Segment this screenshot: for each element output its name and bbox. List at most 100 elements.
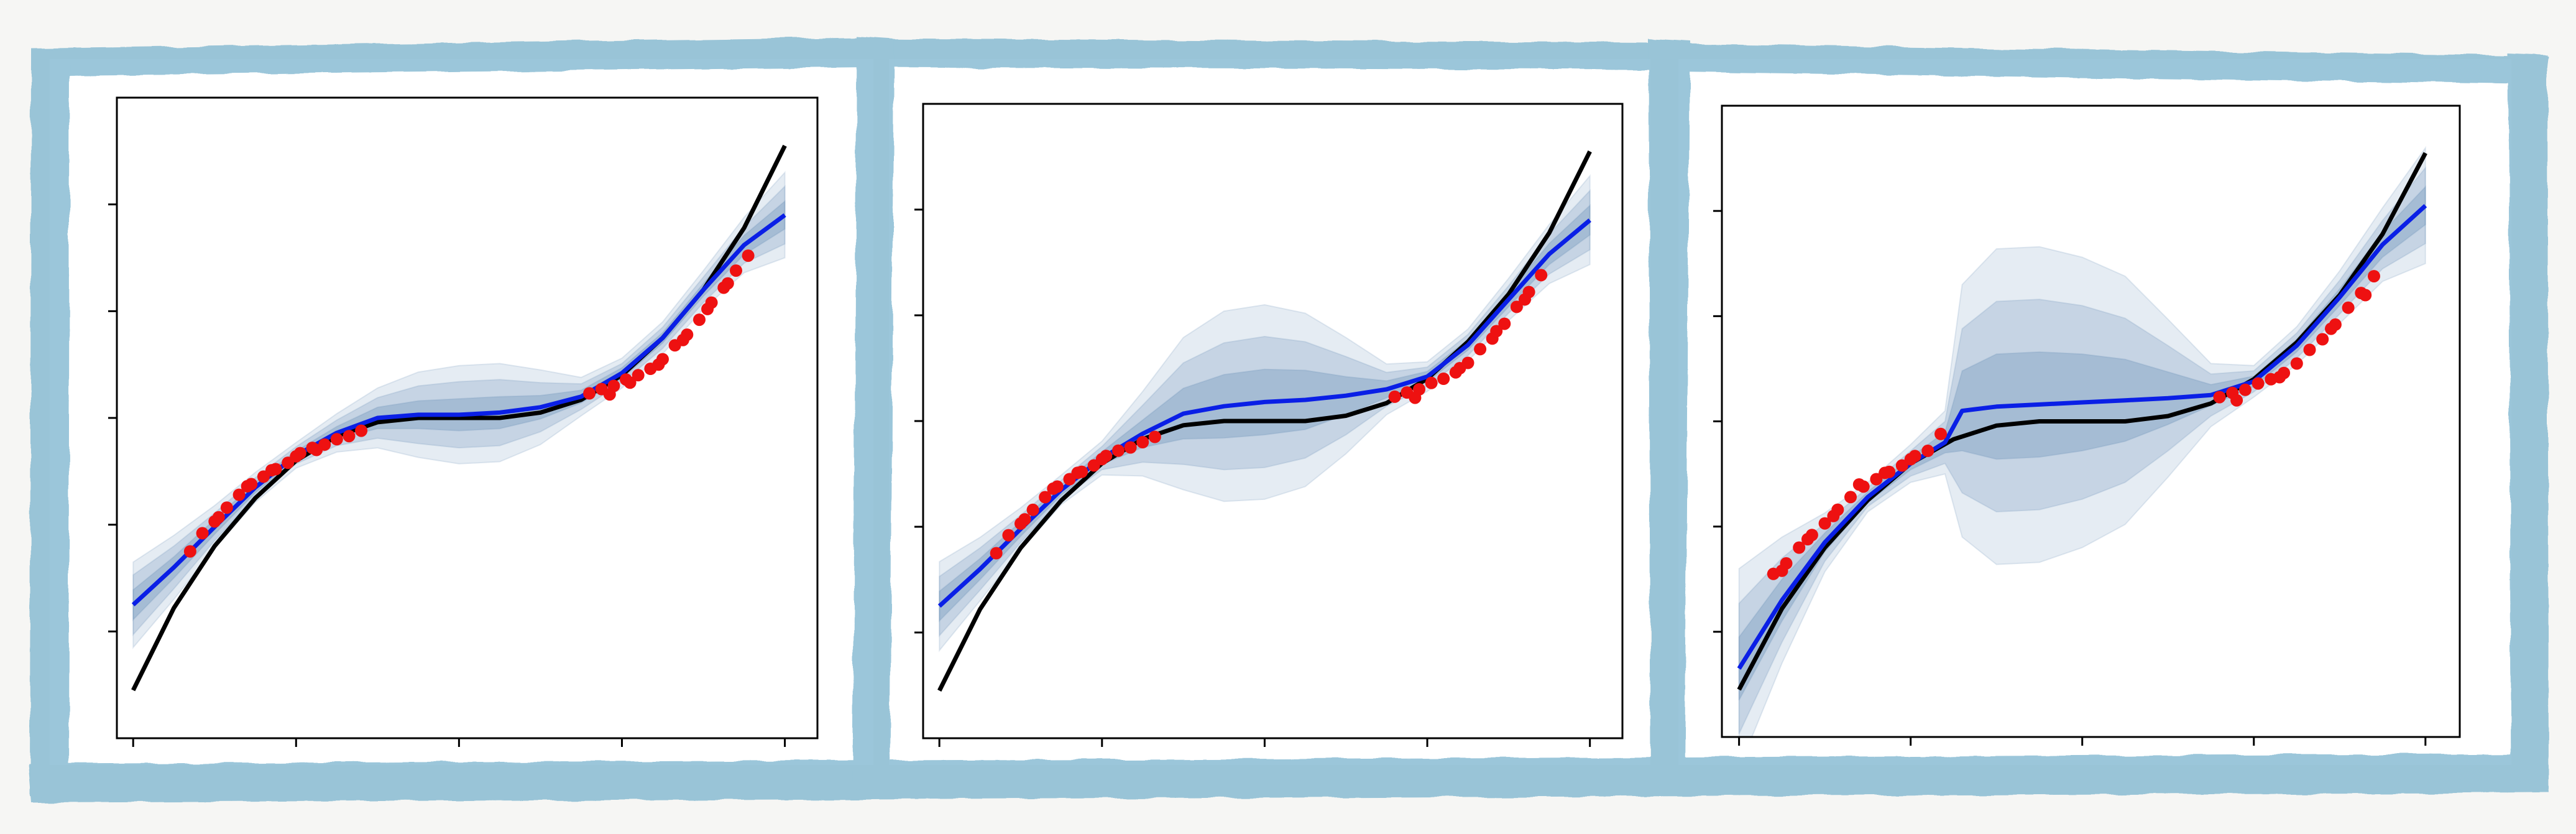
observation-point bbox=[2342, 301, 2355, 314]
mean-prediction-line bbox=[1737, 204, 2427, 670]
plot-area bbox=[937, 150, 1592, 692]
observation-point bbox=[1474, 343, 1487, 356]
panel-3-paper bbox=[1678, 59, 2511, 765]
uncertainty-band-1 bbox=[1738, 146, 2426, 737]
observation-point bbox=[676, 333, 689, 346]
observation-point bbox=[1002, 529, 1015, 542]
observation-point bbox=[220, 501, 233, 514]
observation-point bbox=[1388, 390, 1401, 403]
observation-point bbox=[1535, 269, 1548, 282]
observation-point bbox=[2273, 371, 2286, 384]
observation-point bbox=[701, 302, 714, 315]
observation-point bbox=[1026, 503, 1039, 516]
true-function-line bbox=[937, 150, 1592, 692]
observation-point bbox=[693, 313, 706, 327]
observation-point bbox=[1148, 430, 1161, 443]
plot-area bbox=[1737, 146, 2427, 737]
observation-point bbox=[2230, 394, 2243, 407]
observation-point bbox=[742, 249, 755, 262]
observation-point bbox=[1095, 453, 1108, 466]
observation-point bbox=[652, 358, 665, 371]
observation-point bbox=[583, 387, 596, 400]
panel-1-paper bbox=[50, 59, 873, 765]
observation-point bbox=[1904, 453, 1917, 466]
observation-point bbox=[1498, 317, 1511, 330]
observation-point bbox=[2252, 377, 2265, 390]
uncertainty-band-1 bbox=[939, 174, 1591, 652]
observation-point bbox=[1827, 509, 1840, 522]
observation-point bbox=[1801, 533, 1814, 545]
frame-bottom-strip bbox=[28, 754, 2549, 802]
uncertainty-band-3 bbox=[1738, 185, 2426, 701]
observation-point bbox=[1490, 325, 1503, 338]
observation-point bbox=[196, 527, 209, 540]
mean-prediction-line bbox=[131, 213, 786, 606]
observation-point bbox=[2359, 289, 2372, 302]
observation-point bbox=[1039, 491, 1052, 504]
observation-point bbox=[603, 388, 616, 401]
observation-point bbox=[183, 545, 196, 558]
observation-point bbox=[1425, 376, 1438, 389]
observation-point bbox=[241, 480, 254, 493]
observation-point bbox=[1071, 466, 1084, 480]
observation-point bbox=[343, 430, 356, 443]
observation-point bbox=[1921, 444, 1934, 457]
frame-divider-2 bbox=[1649, 39, 1690, 785]
observation-point bbox=[1775, 564, 1788, 577]
observation-point bbox=[1510, 300, 1523, 313]
observation-point bbox=[1136, 436, 1149, 448]
painted-frame bbox=[28, 36, 2549, 802]
observation-point bbox=[310, 443, 323, 456]
observation-point bbox=[1844, 491, 1857, 504]
observation-point bbox=[1018, 513, 1031, 526]
observation-point bbox=[2325, 322, 2337, 335]
observation-point bbox=[730, 264, 742, 277]
observation-point bbox=[1793, 541, 1806, 554]
frame-divider-1 bbox=[853, 36, 894, 790]
observation-point bbox=[330, 433, 343, 446]
observation-point bbox=[232, 488, 246, 501]
mean-prediction-line bbox=[937, 218, 1591, 608]
panel-3-chart bbox=[1713, 104, 2461, 746]
observation-point bbox=[1124, 441, 1137, 454]
observation-point bbox=[1047, 482, 1060, 495]
frame-right-strip bbox=[2508, 53, 2549, 791]
observation-point bbox=[212, 511, 225, 524]
frame-top-strip-1 bbox=[31, 37, 867, 76]
observation-point bbox=[1437, 373, 1450, 385]
observation-point bbox=[1895, 459, 1908, 472]
panel-2-chart bbox=[914, 103, 1624, 747]
observation-point bbox=[2290, 357, 2303, 370]
observation-point bbox=[2238, 383, 2252, 396]
observation-point bbox=[1519, 293, 1531, 306]
observation-point bbox=[290, 450, 303, 463]
frame-left-strip bbox=[30, 49, 70, 799]
observation-point bbox=[1409, 391, 1422, 404]
observation-point bbox=[1870, 473, 1883, 486]
observation-point bbox=[1934, 427, 1947, 440]
observation-point bbox=[1852, 478, 1865, 491]
frame-top-strip-2 bbox=[858, 39, 1666, 70]
uncertainty-band-2 bbox=[132, 185, 786, 637]
observation-point bbox=[1453, 362, 1466, 374]
observation-point bbox=[632, 369, 645, 382]
observation-point bbox=[623, 376, 637, 389]
observation-point bbox=[1879, 466, 1892, 480]
observation-point bbox=[2213, 391, 2226, 404]
observation-point bbox=[2303, 343, 2316, 356]
panel-1-chart bbox=[108, 96, 819, 747]
uncertainty-band-2 bbox=[1738, 165, 2426, 734]
uncertainty-band-2 bbox=[939, 188, 1591, 637]
observation-point bbox=[265, 464, 278, 477]
observation-point bbox=[2368, 270, 2380, 283]
plot-area bbox=[131, 144, 787, 692]
observation-point bbox=[2316, 333, 2329, 346]
observation-point bbox=[355, 424, 368, 437]
frame-top-strip-3 bbox=[1654, 44, 2549, 84]
observation-point bbox=[721, 277, 734, 290]
observation-point bbox=[1818, 517, 1831, 530]
observation-point bbox=[1112, 444, 1125, 457]
panel-2-paper bbox=[889, 59, 1650, 765]
